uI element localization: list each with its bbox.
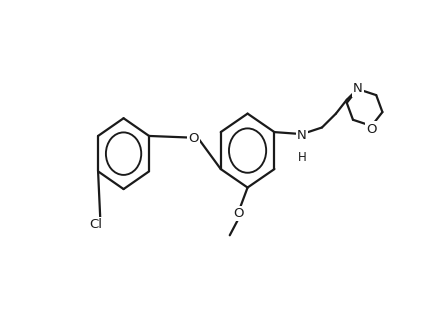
- Text: N: N: [353, 82, 362, 95]
- Text: O: O: [233, 207, 244, 220]
- Text: N: N: [297, 129, 307, 142]
- Text: O: O: [366, 122, 377, 135]
- Text: O: O: [188, 132, 198, 145]
- Text: Cl: Cl: [89, 218, 102, 231]
- Text: H: H: [297, 151, 306, 164]
